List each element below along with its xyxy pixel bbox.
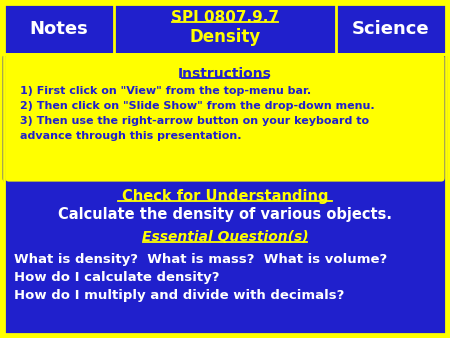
Text: How do I multiply and divide with decimals?: How do I multiply and divide with decima…: [14, 289, 344, 301]
Text: Science: Science: [352, 20, 430, 38]
FancyBboxPatch shape: [2, 2, 448, 336]
Text: What is density?  What is mass?  What is volume?: What is density? What is mass? What is v…: [14, 252, 387, 266]
FancyBboxPatch shape: [4, 54, 446, 334]
Text: Notes: Notes: [30, 20, 88, 38]
Text: SPI 0807.9.7: SPI 0807.9.7: [171, 9, 279, 24]
Text: Instructions: Instructions: [178, 67, 272, 81]
Text: 3) Then use the right-arrow button on your keyboard to: 3) Then use the right-arrow button on yo…: [20, 116, 369, 126]
Text: Essential Question(s): Essential Question(s): [142, 230, 308, 244]
Text: Check for Understanding: Check for Understanding: [122, 189, 328, 203]
Text: 2) Then click on "Slide Show" from the drop-down menu.: 2) Then click on "Slide Show" from the d…: [20, 101, 374, 111]
FancyBboxPatch shape: [4, 53, 446, 183]
Text: How do I calculate density?: How do I calculate density?: [14, 270, 220, 284]
Text: advance through this presentation.: advance through this presentation.: [20, 131, 242, 141]
Text: Calculate the density of various objects.: Calculate the density of various objects…: [58, 208, 392, 222]
Text: 1) First click on "View" from the top-menu bar.: 1) First click on "View" from the top-me…: [20, 86, 311, 96]
FancyBboxPatch shape: [4, 4, 446, 54]
Text: Density: Density: [189, 28, 261, 46]
